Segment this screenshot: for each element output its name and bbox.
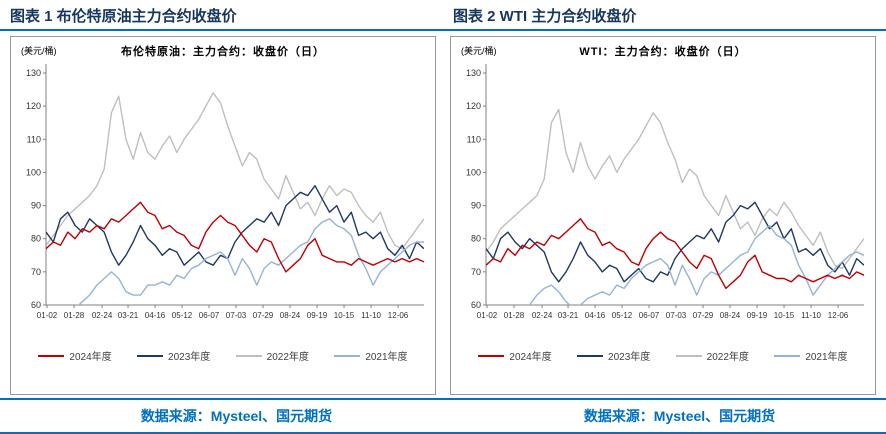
- svg-text:110: 110: [467, 134, 481, 144]
- svg-text:03-21: 03-21: [118, 311, 139, 320]
- svg-text:01-28: 01-28: [504, 311, 525, 320]
- svg-text:02-24: 02-24: [532, 311, 553, 320]
- svg-text:01-02: 01-02: [37, 311, 58, 320]
- wti-legend: 2024年度 2023年度 2022年度 2021年度: [453, 345, 873, 367]
- legend-swatch-2022: [675, 354, 702, 357]
- figure-1-title: 图表 1 布伦特原油主力合约收盘价: [10, 8, 237, 25]
- source-note-right: 数据来源：Mysteel、国元期货: [583, 408, 776, 424]
- legend-label-2022: 2022年度: [706, 352, 749, 363]
- legend-label-2023: 2023年度: [168, 352, 211, 363]
- source-row: 数据来源：Mysteel、国元期货 数据来源：Mysteel、国元期货: [0, 400, 886, 432]
- legend-item-2024: 2024年度: [478, 348, 552, 363]
- legend-label-2022: 2022年度: [266, 352, 309, 363]
- legend-label-2024: 2024年度: [69, 352, 112, 363]
- legend-item-2022: 2022年度: [235, 348, 309, 363]
- svg-text:12-06: 12-06: [828, 311, 849, 320]
- svg-text:120: 120: [466, 101, 481, 111]
- figure-2-title: 图表 2 WTI 主力合约收盘价: [453, 8, 637, 25]
- svg-text:09-19: 09-19: [307, 311, 328, 320]
- legend-swatch-2023: [137, 354, 164, 357]
- svg-text:08-24: 08-24: [720, 311, 741, 320]
- svg-text:60: 60: [31, 300, 41, 310]
- svg-text:10-15: 10-15: [774, 311, 795, 320]
- svg-text:80: 80: [31, 234, 41, 244]
- svg-text:80: 80: [471, 234, 481, 244]
- charts-row: (美元/桶) 布伦特原油：主力合约：收盘价（日） 130 120 110 100 90 8…: [0, 31, 886, 398]
- svg-text:11-10: 11-10: [801, 311, 821, 320]
- svg-text:60: 60: [471, 300, 481, 310]
- svg-text:07-03: 07-03: [226, 311, 247, 320]
- svg-text:09-19: 09-19: [747, 311, 768, 320]
- legend-item-2023: 2023年度: [577, 348, 650, 363]
- brent-y-axis-unit: (美元/桶): [21, 46, 57, 56]
- svg-text:130: 130: [466, 68, 481, 78]
- svg-text:06-07: 06-07: [199, 311, 220, 320]
- svg-text:07-03: 07-03: [666, 311, 687, 320]
- legend-swatch-2021: [774, 354, 801, 357]
- wti-chart-panel: (美元/桶) WTI：主力合约：收盘价（日） 130 120 110 100 90 80 7…: [450, 36, 876, 395]
- svg-text:10-15: 10-15: [334, 311, 355, 320]
- svg-text:70: 70: [31, 267, 41, 277]
- header: 图表 1 布伦特原油主力合约收盘价 图表 2 WTI 主力合约收盘价: [0, 0, 886, 29]
- svg-text:07-29: 07-29: [693, 311, 714, 320]
- svg-text:03-21: 03-21: [558, 311, 579, 320]
- header-divider: [0, 29, 886, 31]
- legend-swatch-2024: [478, 354, 505, 357]
- svg-text:05-12: 05-12: [172, 311, 193, 320]
- svg-text:11-10: 11-10: [361, 311, 381, 320]
- svg-text:01-02: 01-02: [477, 311, 498, 320]
- svg-text:04-16: 04-16: [585, 311, 606, 320]
- svg-text:130: 130: [26, 68, 41, 78]
- legend-swatch-2022: [235, 354, 262, 357]
- legend-item-2021: 2021年度: [334, 348, 408, 363]
- brent-legend: 2024年度 2023年度 2022年度 2021年度: [13, 345, 433, 367]
- legend-label-2024: 2024年度: [509, 352, 552, 363]
- source-top-divider: [0, 398, 886, 400]
- legend-item-2021: 2021年度: [774, 348, 848, 363]
- legend-label-2021: 2021年度: [365, 352, 408, 363]
- svg-text:07-29: 07-29: [253, 311, 274, 320]
- svg-text:04-16: 04-16: [145, 311, 166, 320]
- svg-text:70: 70: [471, 267, 481, 277]
- svg-text:08-24: 08-24: [280, 311, 301, 320]
- bottom-divider: [0, 432, 886, 434]
- svg-text:90: 90: [31, 201, 41, 211]
- legend-label-2021: 2021年度: [805, 352, 848, 363]
- wti-chart-head: (美元/桶) WTI：主力合约：收盘价（日）: [453, 41, 873, 59]
- legend-swatch-2023: [577, 354, 604, 357]
- brent-chart-head: (美元/桶) 布伦特原油：主力合约：收盘价（日）: [13, 41, 433, 59]
- svg-text:02-24: 02-24: [92, 311, 113, 320]
- legend-item-2023: 2023年度: [137, 348, 210, 363]
- svg-text:120: 120: [26, 101, 41, 111]
- svg-text:90: 90: [471, 201, 481, 211]
- legend-item-2022: 2022年度: [675, 348, 749, 363]
- brent-chart-title: 布伦特原油：主力合约：收盘价（日）: [121, 46, 325, 58]
- legend-swatch-2021: [334, 354, 361, 357]
- svg-text:12-06: 12-06: [388, 311, 409, 320]
- wti-chart-title: WTI：主力合约：收盘价（日）: [579, 46, 747, 58]
- legend-swatch-2024: [38, 354, 65, 357]
- svg-text:05-12: 05-12: [612, 311, 633, 320]
- brent-chart-panel: (美元/桶) 布伦特原油：主力合约：收盘价（日） 130 120 110 100 90 8…: [10, 36, 436, 395]
- legend-item-2024: 2024年度: [38, 348, 112, 363]
- svg-text:110: 110: [27, 134, 41, 144]
- svg-text:06-07: 06-07: [639, 311, 660, 320]
- svg-text:100: 100: [26, 167, 41, 177]
- wti-y-axis-unit: (美元/桶): [461, 46, 497, 56]
- source-note-left: 数据来源：Mysteel、国元期货: [140, 408, 333, 424]
- svg-text:100: 100: [466, 167, 481, 177]
- svg-text:01-28: 01-28: [64, 311, 85, 320]
- legend-label-2023: 2023年度: [608, 352, 651, 363]
